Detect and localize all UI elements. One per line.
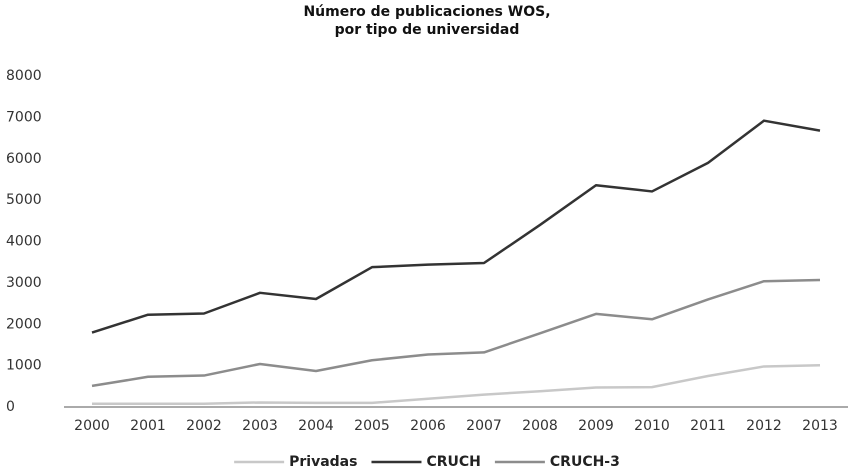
x-tick-label: 2000 [74,418,110,434]
x-tick-label: 2010 [634,418,670,434]
x-tick-label: 2013 [802,418,838,434]
x-tick-label: 2003 [242,418,278,434]
chart-title: Número de publicaciones WOS, [303,4,550,20]
x-tick-label: 2009 [578,418,614,434]
x-tick-label: 2001 [130,418,166,434]
line-series [91,119,821,334]
x-tick-label: 2008 [522,418,558,434]
line-series [91,278,821,388]
x-tick-label: 2012 [746,418,782,434]
y-tick-label: 4000 [6,234,42,250]
chart-title: por tipo de universidad [335,22,520,38]
x-tick-label: 2007 [466,418,502,434]
x-tick-label: 2006 [410,418,446,434]
y-tick-label: 1000 [6,358,42,374]
y-tick-label: 7000 [6,109,42,125]
x-tick-label: 2011 [690,418,726,434]
y-tick-label: 6000 [6,151,42,167]
legend-label: Privadas [289,454,357,470]
legend-label: CRUCH [426,454,480,470]
legend-label: CRUCH-3 [550,454,620,470]
y-tick-label: 0 [6,399,15,415]
x-tick-label: 2002 [186,418,222,434]
y-tick-label: 5000 [6,192,42,208]
y-tick-label: 2000 [6,316,42,332]
x-tick-label: 2004 [298,418,334,434]
line-series [92,363,821,405]
y-tick-label: 3000 [6,275,42,291]
y-tick-label: 8000 [6,68,42,84]
x-tick-label: 2005 [354,418,390,434]
